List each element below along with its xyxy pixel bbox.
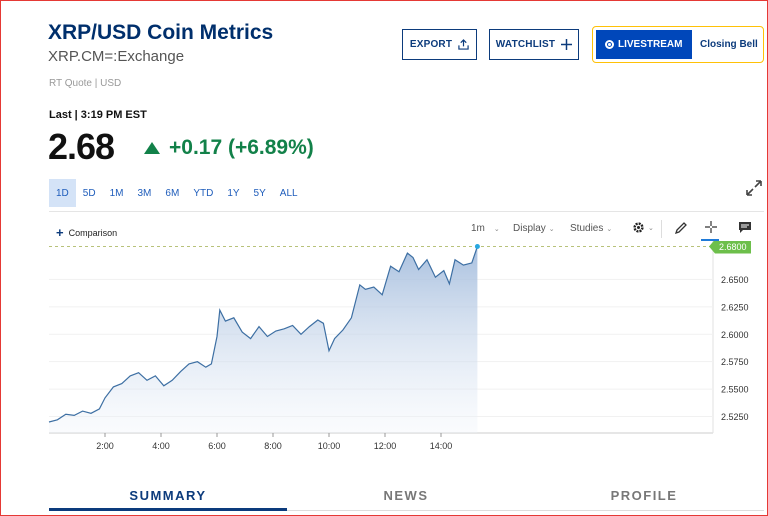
studies-select[interactable]: Studies ⌄: [570, 223, 612, 234]
range-5d[interactable]: 5D: [82, 187, 96, 199]
range-3m[interactable]: 3M: [137, 187, 152, 199]
range-ytd[interactable]: YTD: [193, 187, 214, 199]
range-5y[interactable]: 5Y: [253, 187, 266, 199]
crosshair-icon[interactable]: [704, 220, 718, 234]
range-1m[interactable]: 1M: [109, 187, 124, 199]
price-chart[interactable]: 2:00 4:00 6:00 8:00 10:00 12:00 14:00 2.52502.…: [1, 241, 768, 461]
comment-icon[interactable]: [738, 221, 752, 234]
chevron-down-icon: ⌄: [648, 224, 654, 232]
tab-profile[interactable]: PROFILE: [610, 488, 678, 503]
quote-type-label: RT Quote | USD: [49, 78, 122, 89]
gear-icon: [633, 222, 644, 233]
comparison-label: Comparison: [68, 227, 118, 238]
display-label: Display: [513, 223, 546, 234]
y-tick-label: 2.5500: [721, 385, 749, 395]
price-line: [48, 246, 478, 423]
range-1d[interactable]: 1D: [49, 179, 76, 207]
price-change-value: +0.17 (+6.89%): [169, 136, 314, 159]
comparison-button[interactable]: + Comparison: [56, 225, 117, 240]
y-tick-label: 2.6500: [721, 275, 749, 285]
settings-select[interactable]: ⌄: [632, 221, 654, 234]
crosshair-active-indicator: [701, 239, 719, 241]
current-price-label: 2.6800: [719, 242, 747, 252]
display-select[interactable]: Display ⌄: [513, 223, 555, 234]
chevron-down-icon: ⌄: [493, 225, 500, 233]
up-arrow-icon: [144, 142, 160, 154]
closing-bell-link[interactable]: Closing Bell: [700, 39, 758, 50]
current-price-badge: 2.6800: [709, 241, 751, 254]
last-timestamp: Last | 3:19 PM EST: [49, 109, 147, 121]
y-axis: 2.5250 2.5500 2.5750 2.6000 2.6250 2.6500: [721, 275, 749, 422]
tabs-divider: [49, 510, 764, 511]
x-tick-label: 4:00: [152, 441, 170, 451]
x-tick-label: 2:00: [96, 441, 114, 451]
x-tick-label: 12:00: [374, 441, 397, 451]
active-tab-indicator: [49, 508, 287, 511]
studies-label: Studies: [570, 223, 604, 234]
plus-icon: [561, 39, 573, 50]
x-tick-label: 6:00: [208, 441, 226, 451]
export-button[interactable]: EXPORT: [402, 29, 477, 60]
x-tick-label: 10:00: [318, 441, 341, 451]
page-title: XRP/USD Coin Metrics: [48, 21, 274, 44]
range-1y[interactable]: 1Y: [227, 187, 240, 199]
tab-news[interactable]: NEWS: [383, 488, 429, 503]
livestream-panel: LIVESTREAM Closing Bell: [592, 26, 764, 63]
watchlist-button[interactable]: WATCHLIST: [489, 29, 579, 60]
toolbar-separator: [661, 220, 662, 238]
chart-top-divider: [49, 211, 764, 212]
chevron-down-icon: ⌄: [548, 225, 555, 233]
range-6m[interactable]: 6M: [165, 187, 180, 199]
y-tick-label: 2.6000: [721, 330, 749, 340]
current-price-badge-bg: [709, 241, 751, 254]
live-dot-icon: [605, 40, 614, 49]
range-all[interactable]: ALL: [279, 187, 298, 199]
x-tick-label: 14:00: [430, 441, 453, 451]
livestream-label: LIVESTREAM: [618, 39, 683, 50]
exchange-label: XRP.CM=:Exchange: [48, 48, 185, 65]
price-change: +0.17 (+6.89%): [144, 136, 314, 160]
x-axis: 2:00 4:00 6:00 8:00 10:00 12:00 14:00: [96, 433, 452, 451]
watchlist-label: WATCHLIST: [495, 39, 556, 50]
y-tick-label: 2.5750: [721, 357, 749, 367]
export-label: EXPORT: [409, 39, 453, 50]
y-tick-label: 2.6250: [721, 302, 749, 312]
last-price: 2.68: [48, 126, 115, 167]
interval-select[interactable]: 1m ⌄: [471, 223, 500, 234]
range-selector: 1D 5D 1M 3M 6M YTD 1Y 5Y ALL: [49, 179, 305, 207]
livestream-button[interactable]: LIVESTREAM: [596, 30, 692, 59]
expand-icon[interactable]: [745, 179, 763, 197]
y-tick-label: 2.5250: [721, 412, 749, 422]
add-comparison-icon: +: [56, 225, 64, 240]
export-icon: [458, 39, 469, 50]
x-tick-label: 8:00: [264, 441, 282, 451]
last-point-marker: [474, 243, 480, 249]
price-area: [49, 246, 478, 433]
interval-label: 1m: [471, 223, 485, 234]
chevron-down-icon: ⌄: [606, 225, 613, 233]
draw-icon[interactable]: [674, 221, 688, 235]
tab-summary[interactable]: SUMMARY: [129, 488, 207, 503]
